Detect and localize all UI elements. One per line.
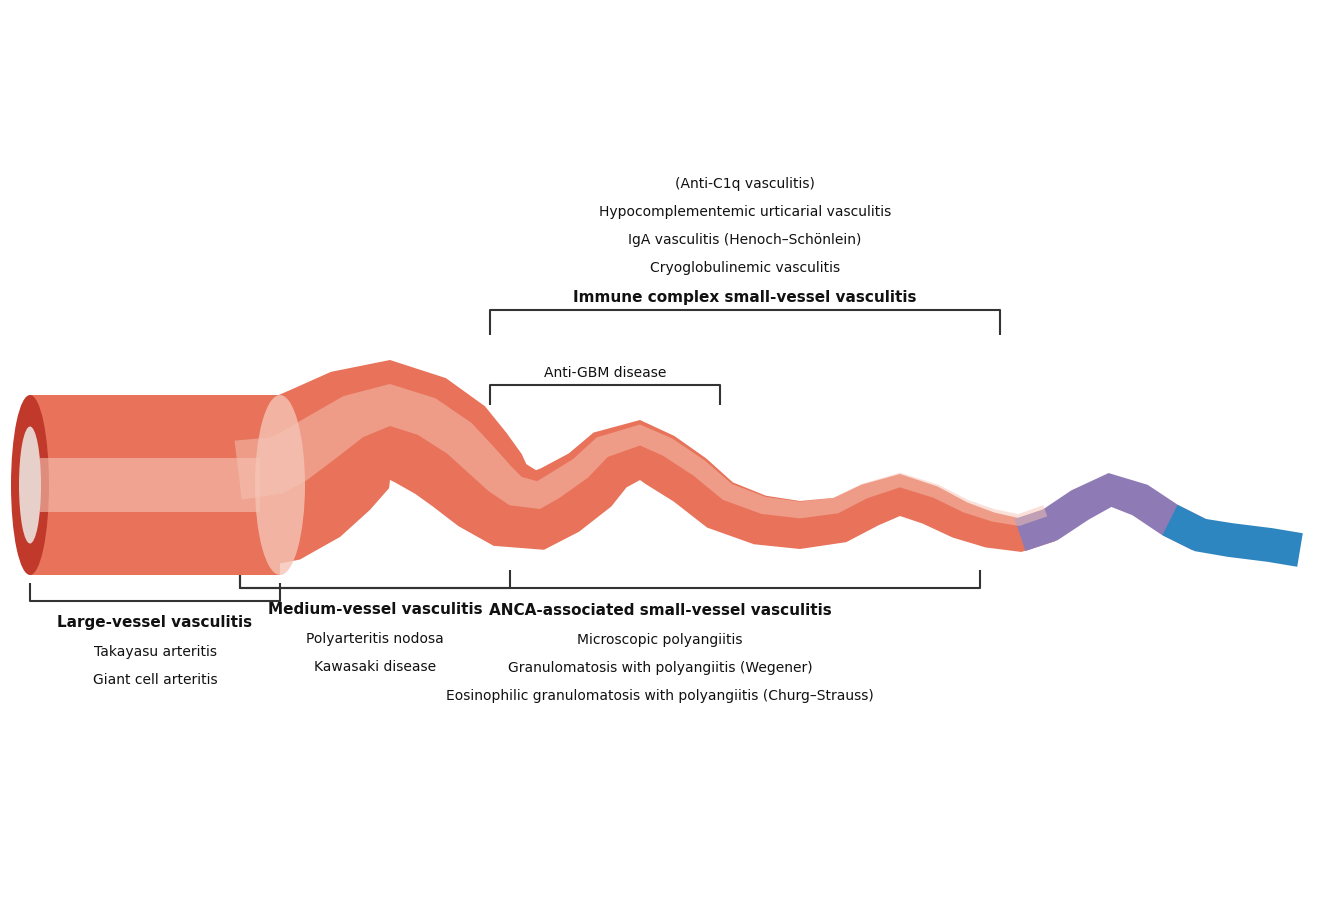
- Text: Giant cell arteritis: Giant cell arteritis: [93, 673, 217, 687]
- Ellipse shape: [19, 426, 41, 544]
- Text: Medium-vessel vasculitis: Medium-vessel vasculitis: [267, 602, 482, 617]
- Text: Hypocomplementemic urticarial vasculitis: Hypocomplementemic urticarial vasculitis: [598, 205, 891, 219]
- Text: Eosinophilic granulomatosis with polyangiitis (Churg–Strauss): Eosinophilic granulomatosis with polyang…: [446, 689, 874, 703]
- Text: Polyarteritis nodosa: Polyarteritis nodosa: [306, 632, 444, 646]
- Text: Anti-GBM disease: Anti-GBM disease: [544, 366, 666, 380]
- Text: ANCA-associated small-vessel vasculitis: ANCA-associated small-vessel vasculitis: [489, 603, 831, 618]
- PathPatch shape: [229, 360, 1055, 569]
- Text: Cryoglobulinemic vasculitis: Cryoglobulinemic vasculitis: [650, 261, 839, 275]
- PathPatch shape: [1162, 505, 1303, 567]
- Text: Kawasaki disease: Kawasaki disease: [314, 660, 436, 674]
- FancyBboxPatch shape: [40, 458, 260, 512]
- Text: IgA vasculitis (Henoch–Schönlein): IgA vasculitis (Henoch–Schönlein): [629, 233, 862, 247]
- Text: Granulomatosis with polyangiitis (Wegener): Granulomatosis with polyangiitis (Wegene…: [507, 661, 813, 675]
- Ellipse shape: [256, 395, 305, 575]
- FancyBboxPatch shape: [30, 395, 279, 575]
- Text: Large-vessel vasculitis: Large-vessel vasculitis: [57, 615, 253, 630]
- Text: Takayasu arteritis: Takayasu arteritis: [94, 645, 217, 659]
- Text: Microscopic polyangiitis: Microscopic polyangiitis: [577, 633, 743, 647]
- Text: Immune complex small-vessel vasculitis: Immune complex small-vessel vasculitis: [573, 290, 916, 305]
- PathPatch shape: [1014, 473, 1207, 551]
- Text: (Anti-C1q vasculitis): (Anti-C1q vasculitis): [675, 177, 816, 191]
- PathPatch shape: [234, 384, 1047, 526]
- Ellipse shape: [11, 395, 49, 575]
